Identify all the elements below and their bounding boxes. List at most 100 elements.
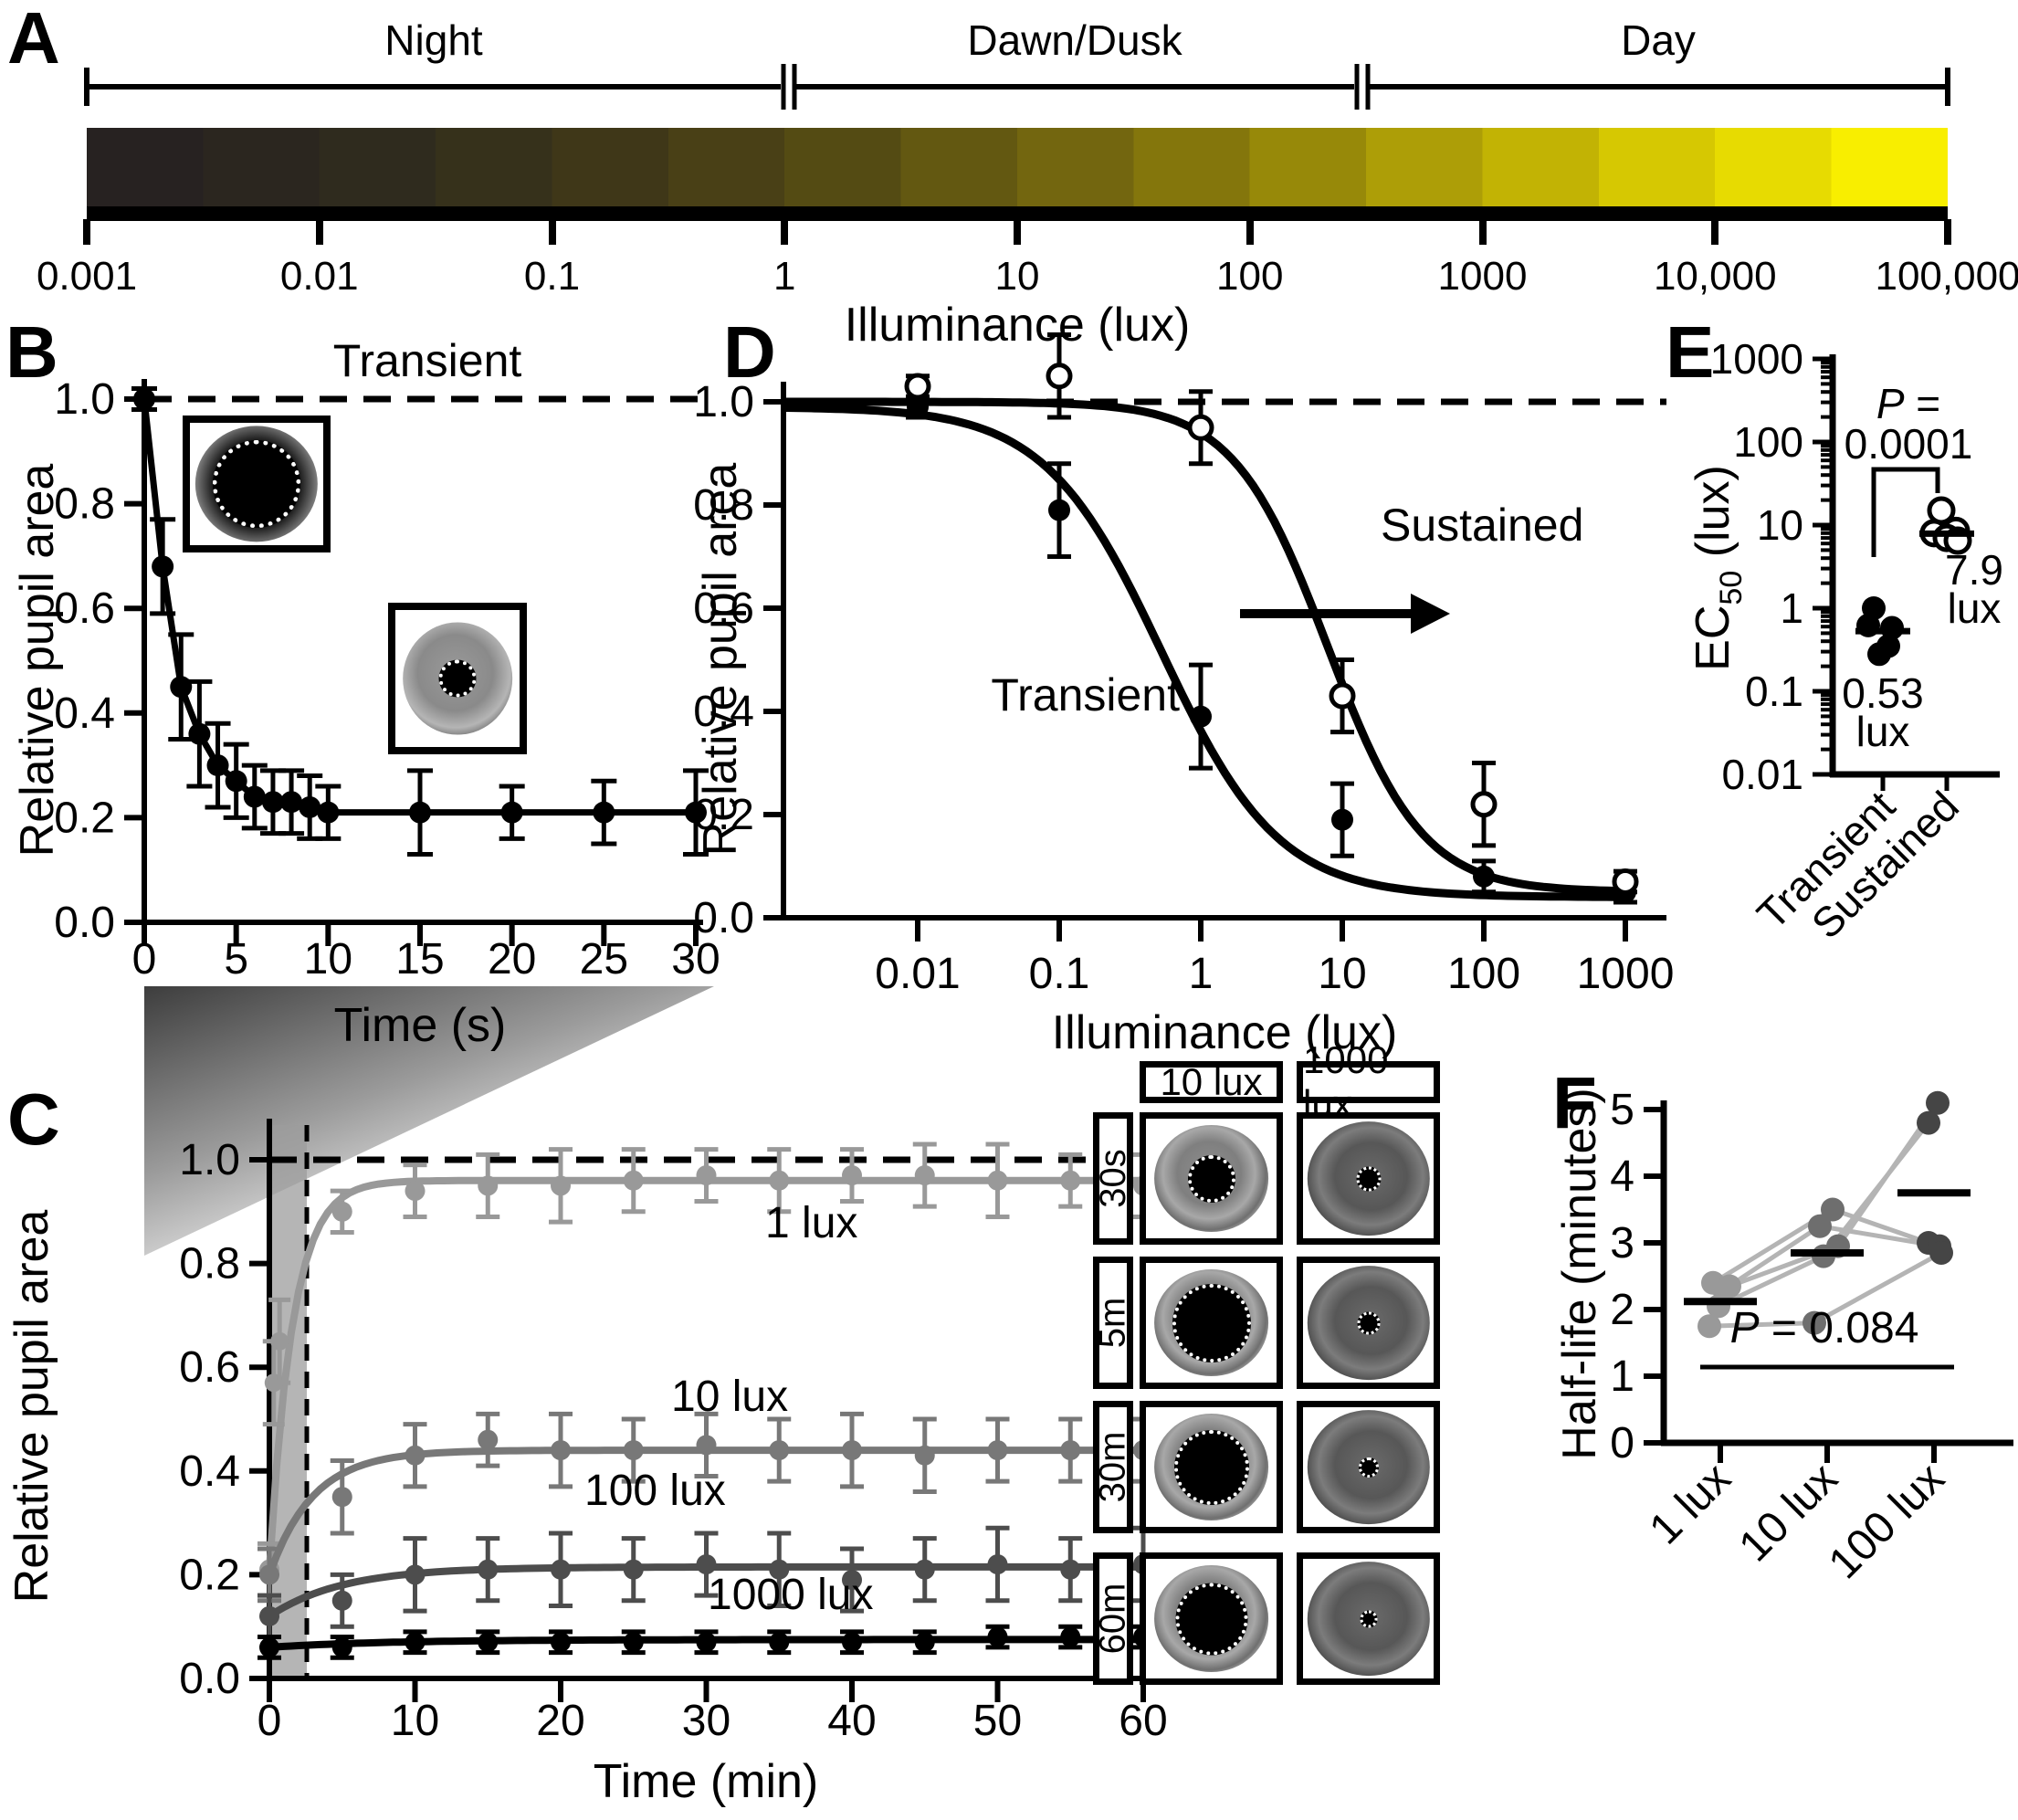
first-minutes-band: [272, 1125, 307, 1678]
svg-text:1: 1: [1780, 584, 1803, 632]
f-category-label: 100 lux: [1820, 1454, 1954, 1588]
pupil-image: [190, 423, 323, 545]
svg-text:1.0: 1.0: [54, 375, 115, 424]
svg-text:0.4: 0.4: [693, 688, 754, 736]
illuminance-tick-label: 1: [773, 254, 796, 299]
svg-text:0: 0: [258, 1697, 282, 1745]
grid-pupil-cell: [1140, 1257, 1283, 1389]
grid-col-header: 10 lux: [1140, 1060, 1283, 1103]
svg-text:60: 60: [1119, 1697, 1167, 1745]
panel-d-letter: D: [723, 311, 776, 393]
grid-row-header: 60m: [1093, 1552, 1133, 1685]
e-y-axis-label: EC50 (lux): [1687, 465, 1749, 671]
pupil-image: [1303, 1407, 1434, 1527]
svg-text:10: 10: [1318, 950, 1366, 998]
illuminance-tick-label: 10: [994, 254, 1040, 299]
svg-text:100: 100: [1733, 418, 1803, 466]
illuminance-tick-label: 0.1: [523, 254, 581, 299]
svg-text:0.8: 0.8: [179, 1240, 240, 1289]
pupil-outline: [1187, 1154, 1235, 1203]
illuminance-tick: [1478, 219, 1487, 245]
svg-text:1000: 1000: [1710, 335, 1803, 383]
svg-text:0.1: 0.1: [1029, 950, 1090, 998]
grid-pupil-cell: [1140, 1552, 1283, 1685]
svg-text:0.4: 0.4: [179, 1447, 240, 1496]
pupil-outline: [1172, 1283, 1251, 1362]
c-y-axis-label: Relative pupil area: [5, 1210, 58, 1604]
svg-text:1: 1: [1189, 950, 1214, 998]
c-x-axis-label: Time (min): [594, 1755, 819, 1808]
grid-pupil-cell: [1297, 1552, 1440, 1685]
grid-pupil-cell: [1140, 1112, 1283, 1245]
illuminance-tick-label: 100,000: [1875, 254, 2018, 299]
illuminance-tick-label: 0.01: [279, 254, 359, 299]
svg-text:1.0: 1.0: [693, 378, 754, 426]
svg-text:20: 20: [536, 1697, 584, 1745]
panel-a-letter: A: [7, 0, 60, 79]
svg-text:1.0: 1.0: [179, 1136, 240, 1184]
panel-b: Transient 0.0 0.2 0.4 0.6 0.8 1.0 0 5 10 15 20 25 30 T…: [11, 335, 720, 1256]
pupil-outline: [438, 659, 477, 698]
svg-text:10: 10: [304, 935, 352, 984]
shift-arrow: [1411, 594, 1450, 634]
svg-text:lux: lux: [1948, 584, 2002, 632]
pupil-image: [1303, 1559, 1434, 1678]
illuminance-tick: [1944, 219, 1951, 245]
pupil-outline: [1356, 1166, 1381, 1191]
svg-text:0: 0: [132, 935, 157, 984]
zone-label: Dawn/Dusk: [967, 16, 1182, 64]
svg-text:40: 40: [827, 1697, 876, 1745]
svg-text:0.6: 0.6: [179, 1343, 240, 1392]
pupil-image: [1146, 1559, 1277, 1678]
svg-text:0.6: 0.6: [54, 584, 115, 633]
svg-text:1: 1: [1610, 1352, 1634, 1401]
illuminance-tick: [83, 219, 90, 245]
panel-f-letter: F: [1552, 1062, 1597, 1143]
svg-text:0.2: 0.2: [54, 794, 115, 842]
d-transient-label: Transient: [991, 669, 1180, 721]
grid-col-header: 1000 lux: [1297, 1038, 1440, 1125]
svg-text:7.9: 7.9: [1945, 546, 2003, 594]
illuminance-tick: [1014, 219, 1021, 245]
pupil-image: [1146, 1263, 1277, 1383]
svg-text:0.01: 0.01: [1721, 751, 1803, 798]
grid-pupil-cell: [1140, 1401, 1283, 1533]
svg-text:0.2: 0.2: [693, 791, 754, 839]
illuminance-tick: [1711, 219, 1719, 245]
pupil-image: [1303, 1263, 1434, 1383]
svg-text:0.6: 0.6: [693, 584, 754, 633]
illuminance-tick: [781, 219, 789, 245]
panel-a: Night Dawn/Dusk Day: [84, 16, 1950, 110]
panel-f: 0 1 2 3 4 5 P = 0.084 Half-life (minutes) 1 lux 1…: [1553, 1086, 2013, 1588]
pupil-outline: [1175, 1583, 1247, 1655]
b-inset-constricted-pupil: [388, 603, 527, 754]
svg-text:15: 15: [395, 935, 444, 984]
b-x-axis-label: Time (s): [334, 999, 507, 1052]
svg-text:50: 50: [973, 1697, 1022, 1745]
grid-pupil-cell: [1297, 1112, 1440, 1245]
b-y-axis-label: Relative pupil area: [11, 464, 64, 857]
svg-text:100: 100: [1447, 950, 1520, 998]
svg-text:4: 4: [1610, 1152, 1634, 1201]
svg-text:0.01: 0.01: [875, 950, 960, 998]
panel-d: 0.0 0.2 0.4 0.6 0.8 1.0 0.01 0.1 1 10 100 1000 Illum…: [693, 332, 1674, 1059]
svg-text:0.8: 0.8: [54, 480, 115, 529]
panel-e-letter: E: [1666, 311, 1715, 393]
gradient-bar-baseline: [87, 206, 1948, 221]
illuminance-tick-label: 10,000: [1653, 254, 1777, 299]
c-series-label: 1 lux: [765, 1199, 857, 1247]
pupil-image: [1303, 1119, 1434, 1238]
b-inset-dilated-pupil: [183, 416, 331, 552]
grid-row-header: 5m: [1093, 1257, 1133, 1389]
panel-b-title: Transient: [333, 335, 522, 386]
pupil-image: [1146, 1407, 1277, 1527]
grid-row-header: 30s: [1093, 1112, 1133, 1245]
illuminance-tick: [1245, 219, 1254, 245]
illuminance-tick-label: 0.001: [36, 254, 138, 299]
svg-text:10: 10: [1757, 501, 1803, 549]
grid-pupil-cell: [1297, 1401, 1440, 1533]
svg-text:0.53: 0.53: [1842, 669, 1924, 717]
